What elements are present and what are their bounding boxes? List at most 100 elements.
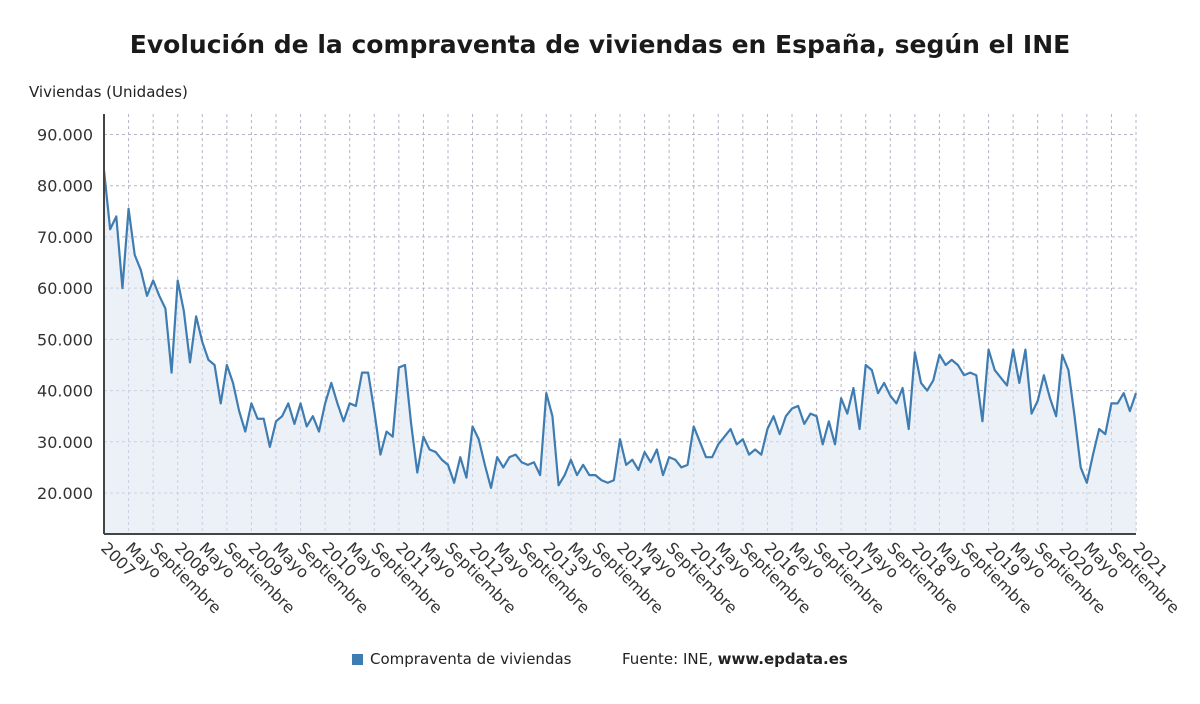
data-point — [232, 382, 234, 384]
data-point — [742, 438, 744, 440]
data-point — [1092, 453, 1094, 455]
data-point — [1018, 382, 1020, 384]
data-point — [1110, 402, 1112, 404]
data-point — [1116, 402, 1118, 404]
data-point — [588, 474, 590, 476]
axes — [103, 114, 1136, 535]
data-point — [699, 441, 701, 443]
data-point — [275, 420, 277, 422]
data-point — [299, 402, 301, 404]
y-tick-label: 20.000 — [37, 484, 93, 503]
data-point — [170, 371, 172, 373]
y-tick-labels: 20.000 30.000 40.000 50.000 60.000 70.000 80.0… — [37, 125, 93, 503]
data-point — [109, 228, 111, 230]
data-point — [269, 446, 271, 448]
data-point — [772, 415, 774, 417]
source-prefix: Fuente: INE, — [622, 650, 718, 668]
data-point — [140, 269, 142, 271]
data-point — [355, 405, 357, 407]
data-point — [379, 453, 381, 455]
data-point — [385, 430, 387, 432]
data-point — [723, 435, 725, 437]
data-point — [944, 364, 946, 366]
data-point — [478, 438, 480, 440]
data-point — [619, 438, 621, 440]
data-point — [484, 464, 486, 466]
y-tick-label: 60.000 — [37, 279, 93, 298]
data-point — [551, 415, 553, 417]
data-point — [226, 364, 228, 366]
legend-swatch — [352, 653, 363, 665]
data-point — [987, 348, 989, 350]
data-point — [465, 476, 467, 478]
data-point — [1024, 348, 1026, 350]
data-point — [834, 443, 836, 445]
data-point — [760, 453, 762, 455]
data-point — [281, 415, 283, 417]
data-point — [994, 369, 996, 371]
data-point — [447, 464, 449, 466]
data-point — [238, 410, 240, 412]
data-point — [177, 279, 179, 281]
data-point — [342, 420, 344, 422]
data-point — [496, 456, 498, 458]
data-point — [729, 428, 731, 430]
y-tick-label: 80.000 — [37, 177, 93, 196]
data-point — [508, 456, 510, 458]
data-point — [674, 459, 676, 461]
data-point — [705, 456, 707, 458]
data-point — [656, 448, 658, 450]
data-point — [600, 479, 602, 481]
data-point — [441, 459, 443, 461]
data-point — [471, 425, 473, 427]
data-point — [115, 215, 117, 217]
data-point — [779, 433, 781, 435]
source-site: www.epdata.es — [717, 650, 848, 668]
data-point — [1037, 400, 1039, 402]
data-point — [680, 466, 682, 468]
data-point — [932, 379, 934, 381]
data-point — [871, 369, 873, 371]
data-point — [883, 382, 885, 384]
data-point — [785, 415, 787, 417]
data-point — [158, 295, 160, 297]
data-point — [908, 428, 910, 430]
data-point — [662, 474, 664, 476]
data-point — [975, 374, 977, 376]
data-point — [490, 487, 492, 489]
data-point — [877, 392, 879, 394]
data-point — [164, 307, 166, 309]
data-point — [318, 430, 320, 432]
data-point — [858, 428, 860, 430]
source-note: Fuente: INE, www.epdata.es — [622, 650, 848, 668]
data-point — [361, 371, 363, 373]
series-area-fill — [104, 170, 1136, 534]
data-point — [717, 443, 719, 445]
data-point — [201, 341, 203, 343]
data-point — [576, 474, 578, 476]
data-point — [957, 364, 959, 366]
data-point — [889, 395, 891, 397]
data-point — [1104, 433, 1106, 435]
data-point — [631, 459, 633, 461]
data-point — [1080, 466, 1082, 468]
data-point — [250, 402, 252, 404]
data-point — [564, 474, 566, 476]
data-point — [1098, 428, 1100, 430]
data-point — [422, 435, 424, 437]
y-tick-label: 70.000 — [37, 228, 93, 247]
data-point — [938, 354, 940, 356]
data-point — [736, 443, 738, 445]
data-point — [207, 359, 209, 361]
data-point — [895, 402, 897, 404]
data-point — [404, 364, 406, 366]
data-point — [926, 389, 928, 391]
data-point — [668, 456, 670, 458]
data-point — [306, 425, 308, 427]
data-point — [1086, 482, 1088, 484]
data-point — [1006, 384, 1008, 386]
data-point — [594, 474, 596, 476]
data-point — [533, 461, 535, 463]
data-point — [809, 412, 811, 414]
data-point — [1055, 415, 1057, 417]
